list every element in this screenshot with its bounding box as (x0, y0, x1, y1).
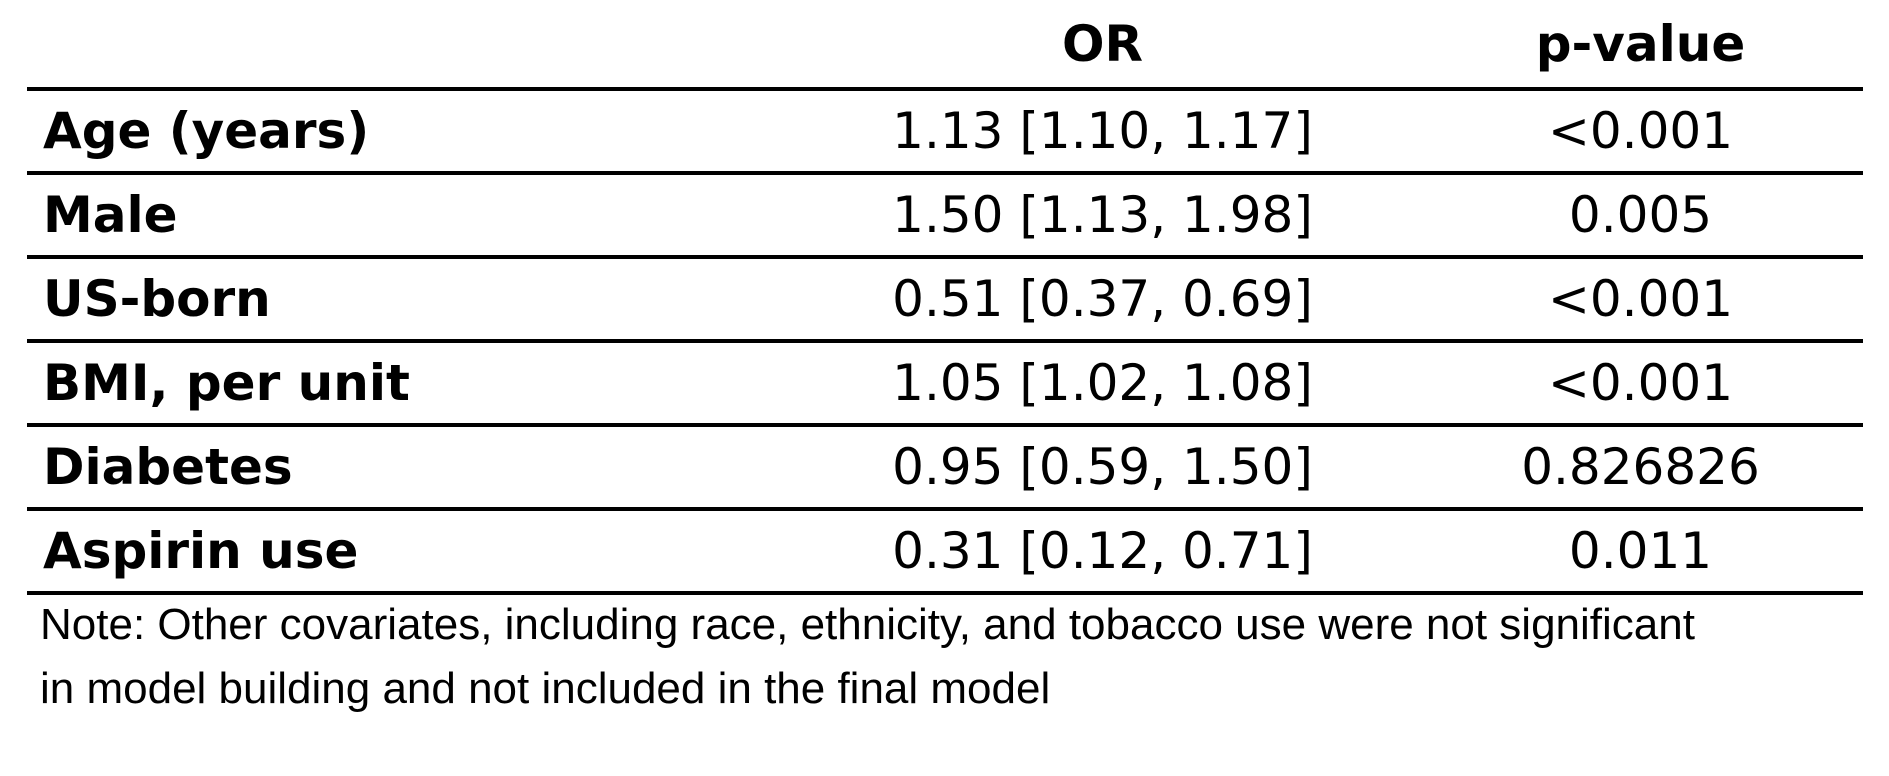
row-p-value: 0.005 (1418, 173, 1863, 259)
table-header-row: OR p-value (27, 0, 1863, 91)
row-label: Male (27, 173, 787, 259)
row-p-value: <0.001 (1418, 89, 1863, 175)
table-row: Diabetes 0.95 [0.59, 1.50] 0.826826 (27, 425, 1863, 511)
row-label: US-born (27, 257, 787, 343)
row-p-value: 0.826826 (1418, 425, 1863, 511)
row-label: BMI, per unit (27, 341, 787, 427)
table-row: BMI, per unit 1.05 [1.02, 1.08] <0.001 (27, 341, 1863, 427)
row-or: 0.31 [0.12, 0.71] (787, 509, 1418, 595)
row-p-value: <0.001 (1418, 257, 1863, 343)
row-label: Diabetes (27, 425, 787, 511)
footnote-line-1: Note: Other covariates, including race, … (40, 600, 1695, 649)
table-row: Male 1.50 [1.13, 1.98] 0.005 (27, 173, 1863, 259)
table-footnote: Note: Other covariates, including race, … (40, 593, 1860, 721)
header-p-value: p-value (1418, 0, 1863, 91)
table-row: Aspirin use 0.31 [0.12, 0.71] 0.011 (27, 509, 1863, 595)
footnote-line-2: in model building and not included in th… (40, 664, 1051, 713)
row-p-value: <0.001 (1418, 341, 1863, 427)
table-row: US-born 0.51 [0.37, 0.69] <0.001 (27, 257, 1863, 343)
row-label: Age (years) (27, 89, 787, 175)
table-row: Age (years) 1.13 [1.10, 1.17] <0.001 (27, 89, 1863, 175)
results-table: OR p-value Age (years) 1.13 [1.10, 1.17]… (27, 0, 1863, 595)
row-or: 1.50 [1.13, 1.98] (787, 173, 1418, 259)
row-p-value: 0.011 (1418, 509, 1863, 595)
header-or: OR (787, 0, 1418, 91)
results-table-container: OR p-value Age (years) 1.13 [1.10, 1.17]… (27, 0, 1863, 595)
row-or: 0.51 [0.37, 0.69] (787, 257, 1418, 343)
header-label (27, 0, 787, 91)
row-or: 0.95 [0.59, 1.50] (787, 425, 1418, 511)
row-label: Aspirin use (27, 509, 787, 595)
row-or: 1.13 [1.10, 1.17] (787, 89, 1418, 175)
row-or: 1.05 [1.02, 1.08] (787, 341, 1418, 427)
